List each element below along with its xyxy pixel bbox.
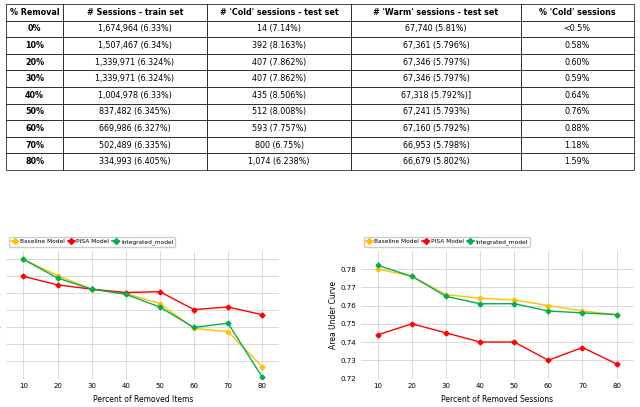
X-axis label: Percent of Removed Items: Percent of Removed Items <box>93 395 193 404</box>
Legend: Baseline Model, PISA Model, Integrated_model: Baseline Model, PISA Model, Integrated_m… <box>10 237 175 247</box>
Legend: Baseline Model, PISA Model, Integrated_model: Baseline Model, PISA Model, Integrated_m… <box>364 237 530 247</box>
Y-axis label: Area Under Curve: Area Under Curve <box>328 280 337 349</box>
X-axis label: Percent of Removed Sessions: Percent of Removed Sessions <box>441 395 554 404</box>
